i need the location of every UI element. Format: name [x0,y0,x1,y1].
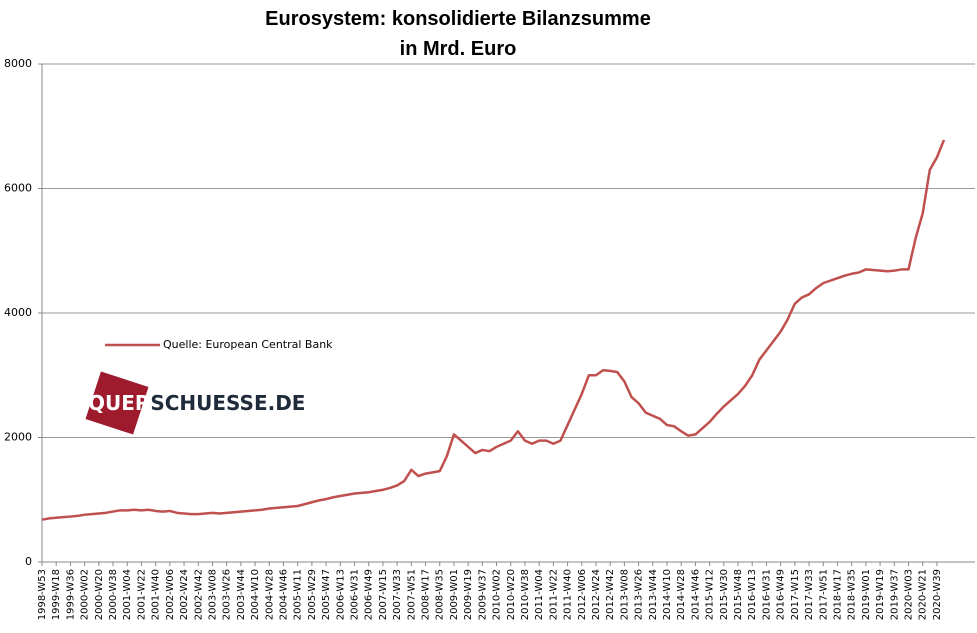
x-tick-label: 2003-W44 [236,569,247,620]
x-tick-label: 2007-W15 [378,569,389,620]
x-tick-label: 2009-W19 [463,569,474,620]
x-tick-label: 2012-W24 [591,569,602,620]
x-tick-label: 2019-W37 [889,569,900,620]
x-tick-label: 2010-W38 [520,569,531,620]
x-tick-label: 2009-W01 [449,569,460,620]
x-tick-label: 2001-W40 [151,569,162,620]
x-tick-label: 2020-W21 [918,569,929,620]
x-tick-label: 2017-W33 [804,569,815,620]
x-tick-label: 2003-W26 [222,569,233,620]
x-tick-label: 2006-W13 [335,569,346,620]
x-tick-label: 2014-W10 [662,569,673,620]
x-tick-label: 2001-W22 [136,569,147,620]
x-tick-label: 2014-W46 [690,569,701,620]
x-tick-label: 2002-W24 [179,569,190,620]
x-tick-label: 2005-W47 [321,569,332,620]
x-tick-label: 2002-W06 [165,569,176,620]
x-tick-label: 2005-W29 [307,569,318,620]
x-tick-label: 2015-W48 [733,569,744,620]
x-tick-label: 2020-W03 [903,569,914,620]
x-tick-label: 2008-W35 [435,569,446,620]
x-tick-label: 2004-W28 [264,569,275,620]
x-tick-label: 2011-W40 [563,569,574,620]
x-tick-label: 2004-W10 [250,569,261,620]
x-tick-label: 2011-W22 [548,569,559,620]
x-tick-label: 2006-W49 [364,569,375,620]
x-tick-label: 2016-W13 [747,569,758,620]
x-tick-label: 2020-W39 [932,569,943,620]
line-series [41,139,946,521]
x-tick-label: 2008-W17 [421,569,432,620]
x-tick-label: 2018-W17 [832,569,843,620]
logo-part: SCHUESSE.DE [150,391,305,415]
x-tick-label: 2002-W42 [193,569,204,620]
x-tick-label: 2014-W28 [676,569,687,620]
x-tick-label: 2009-W37 [477,569,488,620]
x-tick-label: 2013-W26 [634,569,645,620]
x-tick-label: 2007-W33 [392,569,403,620]
x-tick-label: 2006-W31 [350,569,361,620]
x-tick-label: 2019-W01 [861,569,872,620]
x-tick-label: 2010-W20 [506,569,517,620]
x-tick-label: 2000-W20 [94,569,105,620]
x-tick-label: 2003-W08 [207,569,218,620]
x-tick-label: 2017-W51 [818,569,829,620]
x-tick-label: 2017-W15 [790,569,801,620]
x-tick-label: 2012-W42 [605,569,616,620]
logo-square [85,371,149,435]
x-tick-label: 2015-W30 [719,569,730,620]
y-tick-label: 2000 [4,431,32,444]
y-tick-label: 4000 [4,306,32,319]
logo-text: QUERSCHUESSE.DE [88,391,305,415]
y-tick-label: 6000 [4,182,32,195]
x-tick-label: 2004-W46 [278,569,289,620]
x-tick-label: 1998-W53 [37,569,48,620]
x-tick-label: 2016-W49 [776,569,787,620]
logo-part: QUER [88,391,150,415]
x-tick-label: 2018-W35 [847,569,858,620]
legend-label: Quelle: European Central Bank [163,338,333,351]
x-tick-label: 1999-W18 [51,569,62,620]
y-tick-label: 8000 [4,57,32,70]
x-tick-label: 2013-W08 [619,569,630,620]
x-tick-label: 2012-W06 [577,569,588,620]
x-tick-label: 2005-W11 [293,569,304,620]
x-tick-label: 2011-W04 [534,569,545,620]
x-tick-label: 2016-W31 [761,569,772,620]
x-tick-label: 1999-W36 [65,569,76,620]
x-tick-label: 2013-W44 [648,569,659,620]
watermark: QUERSCHUESSE.DE [85,371,305,435]
chart-title: Eurosystem: konsolidierte Bilanzsumme [265,8,651,30]
x-tick-label: 2019-W19 [875,569,886,620]
chart-subtitle: in Mrd. Euro [400,38,517,60]
x-tick-label: 2000-W02 [80,569,91,620]
x-tick-label: 2001-W04 [122,569,133,620]
x-tick-label: 2000-W38 [108,569,119,620]
x-tick-label: 2010-W02 [492,569,503,620]
y-tick-label: 0 [25,555,32,568]
x-tick-label: 2015-W12 [705,569,716,620]
x-tick-label: 2007-W51 [406,569,417,620]
